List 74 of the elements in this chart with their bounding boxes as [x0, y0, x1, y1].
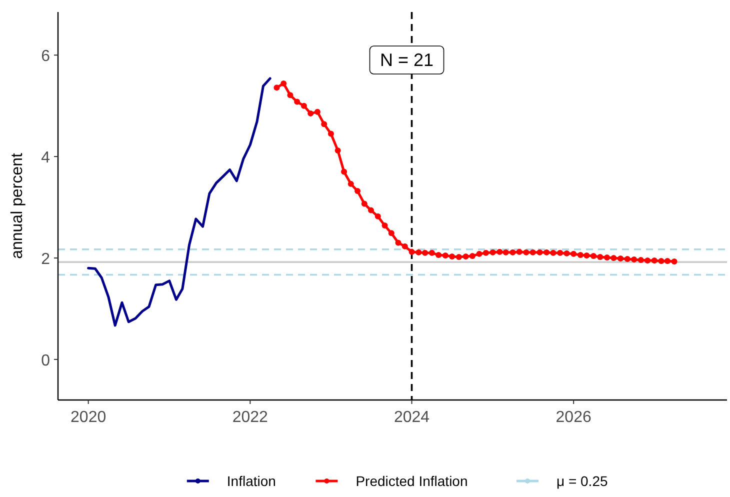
point [671, 258, 678, 265]
point [536, 249, 543, 256]
point [644, 258, 651, 264]
x-tick-label: 2022 [232, 409, 268, 426]
point [300, 102, 307, 109]
point [422, 250, 428, 256]
point [374, 213, 381, 220]
point [442, 252, 448, 258]
point [502, 249, 509, 256]
point [354, 188, 361, 194]
annotation: N = 21 [380, 50, 434, 70]
point [416, 249, 422, 256]
x-tick-label: 2026 [556, 409, 592, 426]
point [456, 254, 462, 260]
point [280, 80, 287, 87]
point [328, 130, 334, 137]
x-tick-label: 2020 [70, 409, 106, 426]
y-tick-label: 4 [41, 150, 50, 167]
point [334, 147, 341, 154]
point [523, 249, 530, 256]
point [348, 180, 354, 187]
y-axis-title: annual percent [9, 152, 26, 259]
point [341, 168, 348, 175]
point [550, 250, 556, 256]
point [577, 252, 584, 258]
point [618, 255, 624, 262]
y-tick-label: 0 [41, 352, 50, 370]
point [597, 254, 604, 260]
point [449, 253, 456, 260]
point [510, 249, 516, 256]
point [402, 243, 408, 250]
point [294, 98, 300, 105]
point [664, 258, 670, 264]
point [274, 84, 280, 91]
line-series [87, 77, 272, 327]
point [624, 256, 630, 262]
point [382, 222, 388, 229]
point [638, 257, 644, 264]
point [490, 249, 496, 256]
point [544, 249, 550, 256]
point [496, 248, 503, 255]
point [658, 258, 664, 264]
point [428, 250, 435, 256]
point [530, 249, 536, 256]
point [462, 253, 469, 260]
text: μ = 0.25 [556, 473, 608, 489]
y-tick-label: 6 [41, 48, 50, 66]
point [516, 248, 522, 255]
point [287, 92, 294, 98]
point [590, 252, 597, 259]
point [604, 254, 610, 260]
point [469, 252, 476, 259]
point [584, 252, 590, 258]
point [570, 250, 577, 257]
point [436, 252, 442, 258]
point [651, 258, 658, 264]
point [482, 250, 489, 256]
point [631, 256, 638, 263]
point [368, 207, 374, 214]
point [361, 200, 368, 207]
point [476, 250, 482, 257]
point [564, 250, 570, 256]
x-tick-label: 2024 [394, 409, 430, 426]
point [314, 108, 320, 115]
legend-label: Predicted Inflation [356, 473, 468, 489]
point [388, 230, 394, 236]
point [408, 248, 415, 255]
point [557, 250, 564, 256]
legend-label: Inflation [226, 473, 276, 489]
y-tick-label: 2 [41, 250, 50, 268]
point [321, 121, 328, 128]
point [395, 240, 402, 246]
point [308, 110, 314, 116]
point [610, 254, 617, 261]
